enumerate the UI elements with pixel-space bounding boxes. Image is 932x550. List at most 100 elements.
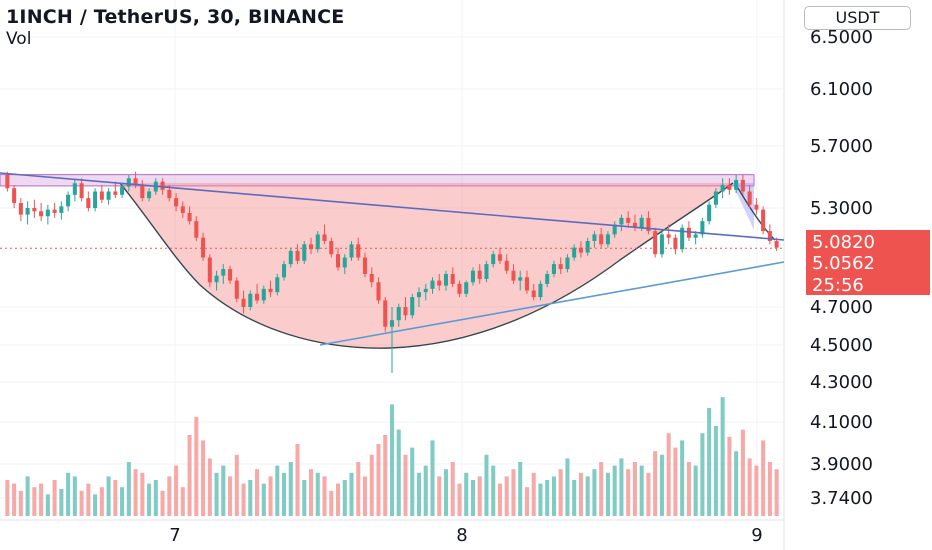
price-tick-label: 4.1000	[810, 412, 873, 433]
volume-bar	[511, 469, 516, 516]
price-tick-label: 3.9000	[810, 454, 873, 475]
candle-body	[673, 237, 678, 250]
volume-bar	[25, 476, 30, 516]
candle-body	[605, 234, 610, 245]
currency-button[interactable]: USDT	[804, 6, 911, 30]
candle-body	[160, 181, 165, 190]
volume-bar	[713, 426, 718, 516]
volume-bar	[99, 487, 104, 516]
candle-body	[518, 277, 523, 281]
candle-body	[551, 264, 556, 274]
candle-body	[477, 270, 482, 279]
volume-bar	[518, 462, 523, 516]
candle-body	[761, 209, 766, 232]
candle-body	[443, 274, 449, 286]
volume-bar	[619, 458, 624, 516]
volume-bar	[396, 429, 401, 516]
volume-bar	[275, 465, 280, 516]
time-axis[interactable]: 7 8 9	[169, 525, 762, 546]
candle-body	[376, 282, 381, 301]
volume-bar	[315, 472, 320, 516]
volume-bar	[32, 487, 37, 516]
candle-body	[511, 270, 516, 281]
chart-title: 1INCH / TetherUS, 30, BINANCE	[6, 6, 345, 28]
candle-body	[484, 264, 489, 279]
candle-body	[383, 300, 388, 327]
candle-body	[612, 224, 617, 235]
candle-body	[59, 206, 64, 213]
candle-body	[646, 217, 651, 232]
candle-body	[416, 292, 422, 298]
candle-body	[369, 274, 374, 283]
volume-bar	[282, 472, 287, 516]
resistance-zone	[0, 174, 755, 187]
candle-body	[423, 288, 428, 293]
candle-body	[680, 227, 685, 250]
candle-body	[767, 231, 772, 241]
volume-bar	[551, 476, 556, 516]
candle-body	[410, 297, 415, 316]
volume-bar	[207, 458, 212, 516]
volume-bar	[201, 440, 206, 516]
volume-bar	[248, 480, 253, 516]
candle-body	[558, 264, 563, 270]
volume-bar	[639, 465, 644, 516]
candle-body	[666, 234, 671, 238]
volume-bar	[727, 436, 732, 516]
price-tag-background	[806, 230, 930, 252]
candle-body	[248, 293, 253, 307]
price-tick-label: 6.1000	[810, 79, 873, 100]
volume-bar	[565, 458, 570, 516]
price-tag: 25:56	[806, 273, 930, 296]
volume-bar	[79, 490, 84, 516]
volume-bar	[531, 472, 536, 516]
candle-body	[538, 283, 543, 298]
volume-bar	[228, 476, 233, 516]
volume-bar	[356, 462, 361, 516]
volume-bar	[153, 480, 158, 516]
price-tag-label: 5.0820	[812, 232, 875, 253]
volume-bar	[599, 462, 604, 516]
volume-bar	[18, 490, 23, 516]
volume-bar	[12, 483, 17, 516]
candle-body	[113, 191, 118, 195]
price-tick-label: 4.5000	[810, 335, 873, 356]
candle-body	[221, 269, 226, 276]
price-tick-label: 3.7400	[810, 488, 873, 509]
candle-body	[599, 234, 604, 245]
candle-body	[194, 221, 199, 238]
candle-body	[282, 264, 287, 278]
candle-body	[174, 198, 179, 207]
volume-bar	[545, 480, 550, 516]
volume-bar	[659, 454, 664, 516]
candle-body	[140, 184, 145, 199]
candle-body	[734, 179, 739, 190]
volume-bar	[120, 487, 125, 516]
candle-body	[578, 247, 583, 253]
volume-bar	[214, 472, 219, 516]
volume-bar	[470, 480, 475, 516]
candle-body	[167, 189, 172, 199]
candle-body	[403, 307, 408, 316]
candle-body	[302, 244, 307, 261]
price-axis[interactable]: 6.5000 6.1000 5.7000 5.3000 4.7000 4.5000 4.30…	[810, 27, 873, 509]
volume-bar	[59, 489, 64, 516]
candle-body	[133, 178, 138, 185]
candle-body	[470, 270, 475, 283]
volume-bar	[106, 476, 111, 516]
volume-bar	[72, 476, 77, 516]
candle-body	[147, 191, 152, 199]
volume-bar	[491, 465, 496, 516]
candle-body	[5, 175, 10, 189]
candle-body	[255, 293, 260, 301]
candle-body	[79, 183, 84, 199]
volume-bar	[653, 451, 658, 516]
candle-body	[93, 191, 98, 208]
volume-bar	[477, 476, 482, 516]
candle-body	[720, 184, 725, 192]
candle-body	[187, 212, 192, 222]
cup-pattern-fill	[120, 183, 733, 349]
volume-bar	[362, 476, 368, 516]
price-tag-background	[806, 251, 930, 273]
